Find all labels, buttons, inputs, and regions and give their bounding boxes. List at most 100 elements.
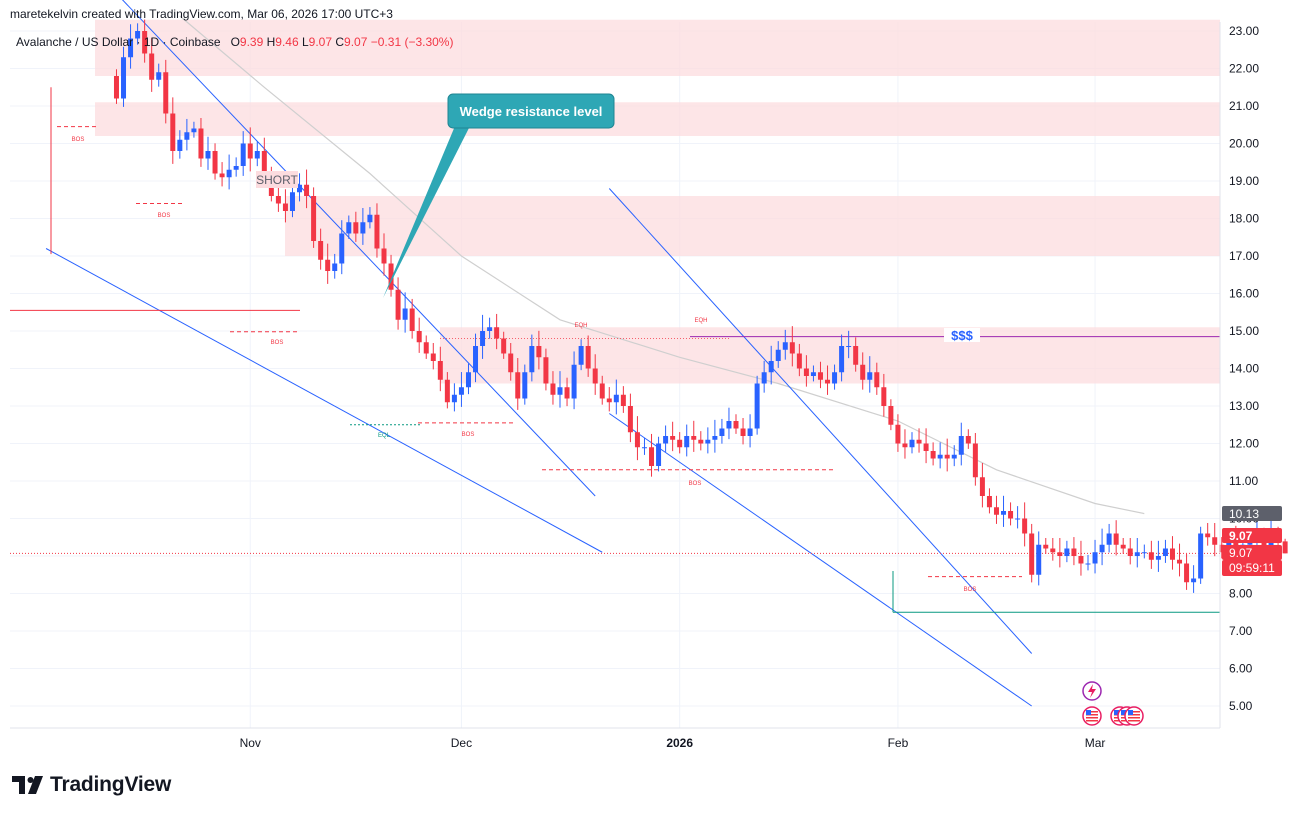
candle [536, 330, 542, 370]
candle [437, 346, 443, 392]
candle [149, 38, 155, 92]
resistance-zone [95, 102, 1220, 136]
candle [191, 121, 197, 138]
candle [789, 326, 795, 367]
svg-text:09:59:11: 09:59:11 [1229, 561, 1275, 575]
time-axis[interactable]: Nov Dec 2026 Feb Mar [10, 727, 1220, 750]
symbol-name[interactable]: Avalanche / US Dollar · 1D · Coinbase [16, 35, 221, 49]
liquidity-label: $$$ [951, 328, 973, 343]
candle [297, 173, 303, 202]
high-label: H [266, 35, 276, 49]
resistance-zone [95, 19, 1220, 76]
candle [902, 429, 908, 459]
candle [346, 215, 352, 239]
author-line: maretekelvin created with TradingView.co… [10, 7, 393, 21]
candle [1022, 502, 1028, 547]
candle [198, 118, 204, 167]
candle [423, 335, 429, 359]
time-tick-label: Mar [1085, 736, 1106, 750]
price-tick-label: 21.00 [1229, 99, 1259, 113]
short-label: SHORT [256, 173, 298, 187]
candle [1036, 531, 1042, 586]
candle [1219, 537, 1225, 559]
candle [691, 420, 697, 452]
candle [487, 317, 493, 339]
candle [458, 372, 464, 407]
candle [705, 427, 711, 454]
candle [972, 433, 978, 486]
svg-text:9.07: 9.07 [1229, 546, 1253, 560]
candle [304, 169, 310, 209]
us-flag-event-icon[interactable] [1124, 706, 1144, 726]
callout-box[interactable] [447, 93, 615, 129]
candle [515, 358, 521, 410]
candle [395, 277, 401, 330]
candle [254, 141, 260, 167]
candle [649, 433, 655, 477]
price-tick-label: 22.00 [1229, 62, 1259, 76]
candle [1212, 523, 1218, 557]
candle [839, 334, 845, 382]
candle [592, 354, 598, 395]
candle [733, 414, 739, 434]
tradingview-logo[interactable]: TradingView [12, 773, 171, 797]
candle [613, 379, 619, 415]
candle [1043, 538, 1049, 554]
symbol-legend[interactable]: Avalanche / US Dollar · 1D · Coinbase O9… [16, 35, 453, 49]
tradingview-wordmark: TradingView [50, 773, 172, 796]
candle [402, 292, 408, 333]
candle [670, 421, 676, 452]
candle [388, 254, 394, 297]
candle [289, 184, 295, 218]
price-axis[interactable]: 23.00 22.00 21.00 20.00 19.00 18.00 17.00 16.00… [1219, 22, 1259, 728]
candle [663, 425, 669, 452]
candle [656, 436, 662, 472]
candle [1205, 523, 1211, 546]
bos-label: BOS [964, 587, 977, 593]
price-tick-label: 13.00 [1229, 399, 1259, 413]
candle [1050, 538, 1056, 561]
price-badge-last-price: 9.07 [1222, 528, 1282, 543]
candle [325, 243, 331, 284]
low-value: 9.07 [308, 35, 333, 49]
wedge-trendline [45, 248, 603, 553]
candle [1127, 538, 1133, 565]
lightning-event-icon[interactable] [1082, 681, 1102, 701]
candle [480, 314, 486, 359]
candle [557, 371, 563, 408]
candle [522, 364, 528, 405]
price-badge-moving-average: 10.13 [1222, 506, 1282, 521]
candle [508, 343, 514, 381]
candle [740, 418, 746, 445]
candle [1064, 540, 1070, 563]
us-flag-event-icon[interactable] [1082, 706, 1102, 726]
candle [444, 372, 450, 409]
candle [698, 431, 704, 451]
callout-pointer [383, 126, 470, 298]
candle [1099, 528, 1105, 566]
event-icons[interactable] [1082, 681, 1144, 726]
candle [205, 136, 211, 170]
resistance-zones [95, 19, 1220, 384]
candle [367, 207, 373, 229]
candle [1198, 526, 1204, 584]
candle [1282, 538, 1288, 554]
candle [465, 363, 471, 395]
callout-text: Wedge resistance level [460, 104, 603, 119]
change-value: −0.31 (−3.30%) [370, 35, 454, 49]
candle [473, 333, 479, 383]
candle [353, 211, 359, 242]
candle [585, 335, 591, 377]
price-tick-label: 11.00 [1229, 474, 1258, 488]
annotations: Wedge resistance level SHORT $$$ BOS BOS BOS B… [72, 93, 980, 593]
candle [965, 429, 971, 449]
candle [641, 437, 647, 455]
candle [409, 298, 415, 339]
low-label: L [301, 35, 309, 49]
candle [1155, 540, 1161, 572]
candle [430, 343, 436, 370]
candle [247, 127, 253, 172]
candle [803, 355, 809, 387]
candle [712, 419, 718, 453]
